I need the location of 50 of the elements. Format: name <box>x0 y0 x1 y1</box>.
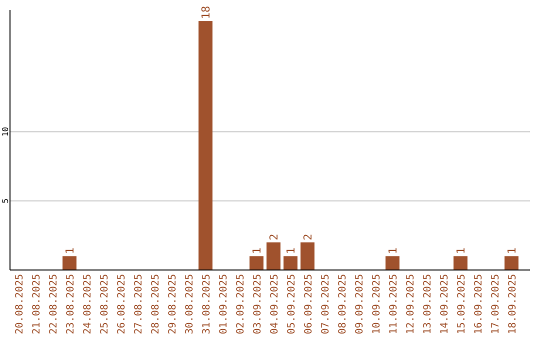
x-tick-label: 04.09.2025 <box>270 274 280 334</box>
y-tick-label: 10 <box>1 126 10 137</box>
x-tick-label: 05.09.2025 <box>286 274 298 334</box>
x-tick-label: 21.08.2025 <box>32 274 42 334</box>
x-tick-label: 18.09.2025 <box>508 274 518 334</box>
data-label: 18 <box>200 6 212 20</box>
bar <box>284 256 298 270</box>
x-tick-label: 17.09.2025 <box>490 274 502 334</box>
x-tick-label: 12.09.2025 <box>406 274 416 334</box>
x-tick-label: 01.09.2025 <box>218 274 230 334</box>
x-tick-label: 28.08.2025 <box>150 274 162 334</box>
x-tick-label: 31.08.2025 <box>202 274 212 334</box>
x-tick-label: 26.08.2025 <box>116 274 128 334</box>
data-label: 1 <box>506 248 518 254</box>
x-tick-label: 29.08.2025 <box>168 274 178 334</box>
bar <box>454 256 468 270</box>
x-tick-label: 07.09.2025 <box>320 274 332 334</box>
x-tick-label: 22.08.2025 <box>48 274 60 334</box>
x-tick-label: 16.09.2025 <box>474 274 484 334</box>
x-tick-label: 11.09.2025 <box>388 274 400 334</box>
x-tick-label: 13.09.2025 <box>422 274 434 334</box>
data-label: 1 <box>250 248 264 254</box>
x-tick-label: 25.08.2025 <box>100 274 110 334</box>
x-tick-label: 20.08.2025 <box>14 274 26 334</box>
y-tick-label: 5 <box>1 198 10 204</box>
bar <box>198 21 212 270</box>
data-label: 1 <box>284 248 298 254</box>
bar <box>266 242 280 270</box>
x-tick-label: 27.08.2025 <box>134 274 144 334</box>
bar <box>386 256 400 270</box>
x-tick-label: 15.09.2025 <box>456 274 468 334</box>
x-tick-label: 03.09.2025 <box>252 274 264 334</box>
x-tick-label: 08.09.2025 <box>338 274 348 334</box>
data-label: 1 <box>64 248 76 254</box>
x-tick-label: 10.09.2025 <box>372 274 382 334</box>
bar <box>504 256 518 270</box>
bar <box>300 242 314 270</box>
x-tick-label: 30.08.2025 <box>184 274 196 334</box>
data-label: 1 <box>386 248 400 254</box>
x-tick-label: 02.09.2025 <box>236 274 246 334</box>
bar <box>250 256 264 270</box>
bar <box>62 256 76 270</box>
x-tick-label: 23.08.2025 <box>66 274 76 334</box>
x-tick-label: 24.08.2025 <box>82 274 94 334</box>
x-tick-label: 14.09.2025 <box>440 274 450 334</box>
x-tick-label: 06.09.2025 <box>304 274 314 334</box>
x-tick-label: 09.09.2025 <box>354 274 366 334</box>
data-label: 1 <box>454 248 468 254</box>
data-label: 2 <box>302 234 314 240</box>
data-label: 2 <box>268 234 280 240</box>
